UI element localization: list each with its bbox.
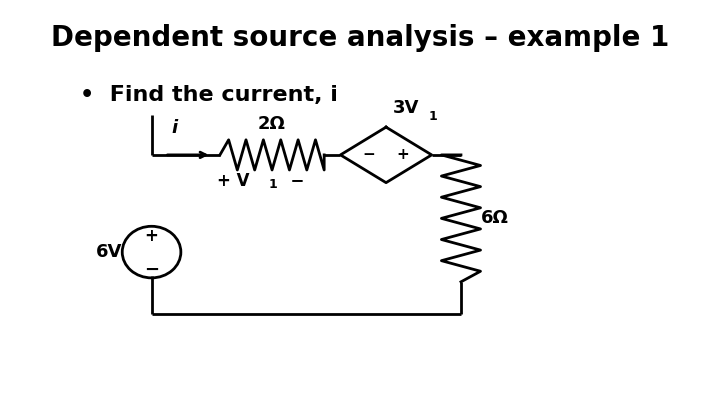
Text: 2Ω: 2Ω — [258, 115, 286, 133]
Text: −: − — [144, 261, 159, 279]
Text: 6Ω: 6Ω — [480, 209, 508, 227]
Text: +: + — [145, 227, 158, 245]
Text: i: i — [171, 119, 177, 137]
Text: 6V: 6V — [96, 243, 122, 261]
Text: +: + — [397, 147, 410, 162]
Text: 1: 1 — [428, 110, 437, 123]
Text: + V: + V — [217, 172, 249, 190]
Text: 1: 1 — [269, 178, 277, 191]
Text: Dependent source analysis – example 1: Dependent source analysis – example 1 — [51, 24, 669, 52]
Text: •  Find the current, i: • Find the current, i — [80, 85, 338, 105]
Text: −: − — [363, 147, 376, 162]
Text: −: − — [279, 172, 304, 190]
Text: 3V: 3V — [392, 99, 419, 117]
